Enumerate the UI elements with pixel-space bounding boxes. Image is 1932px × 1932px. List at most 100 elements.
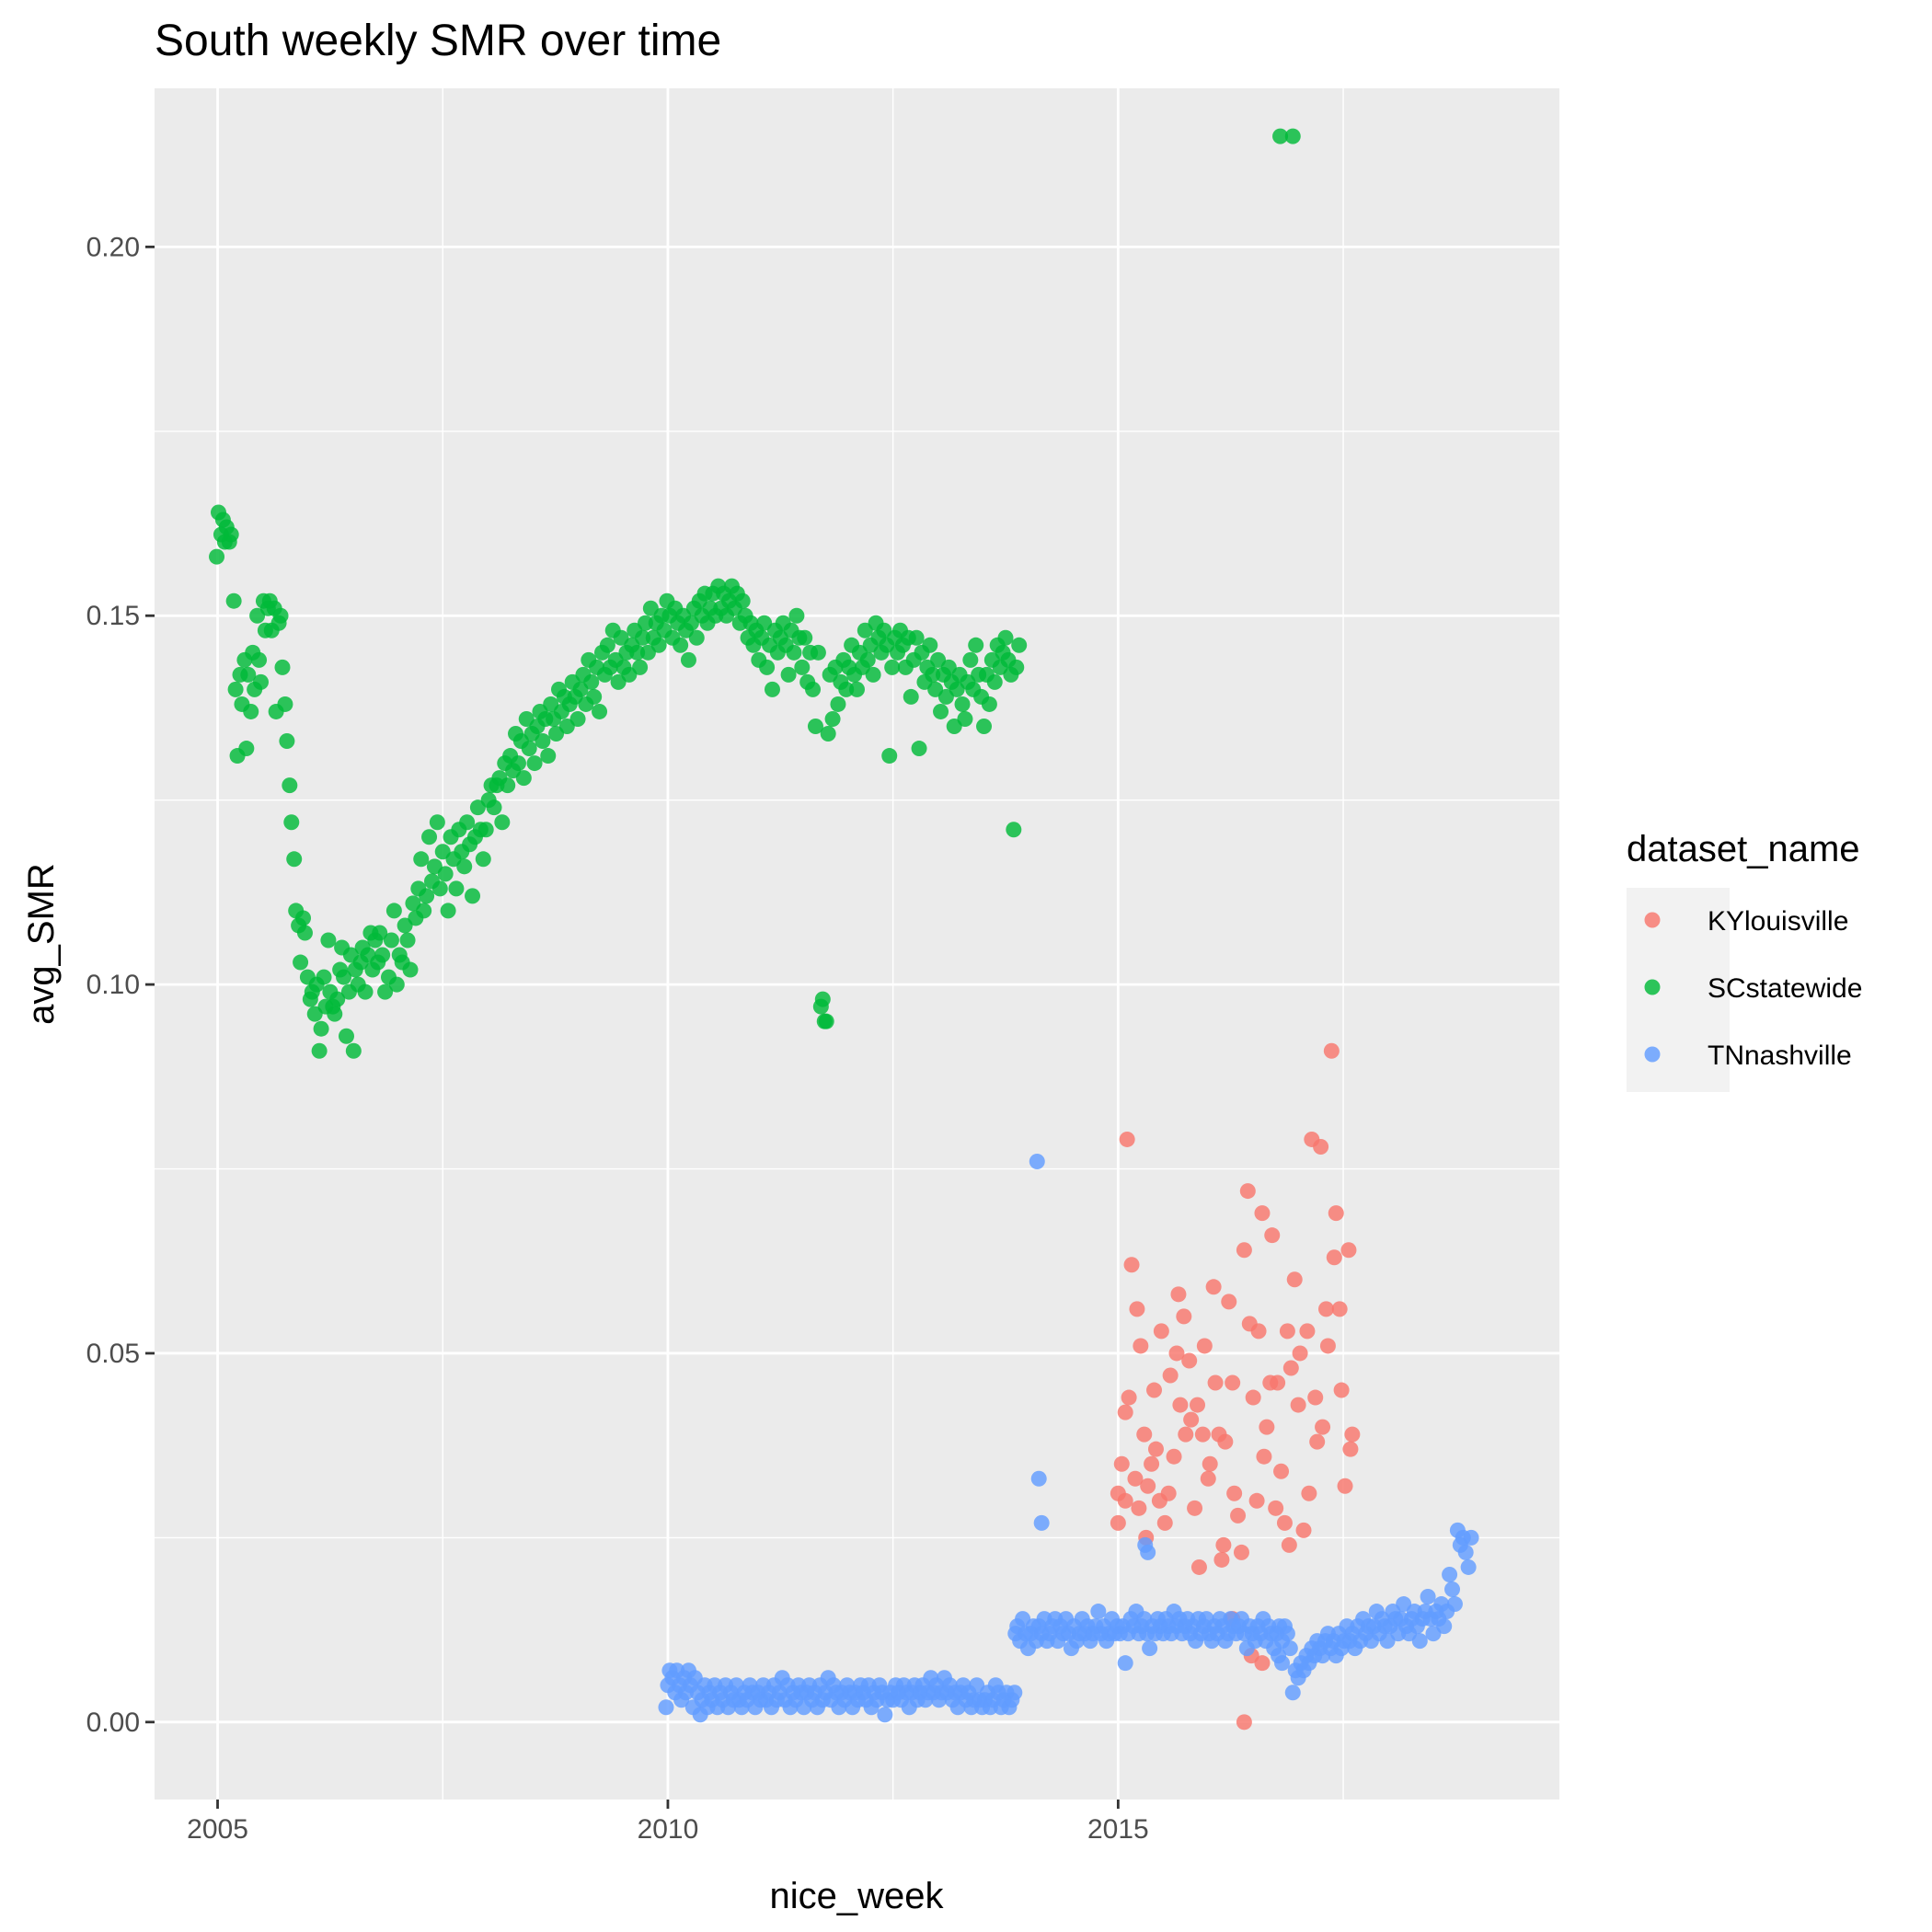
point-SCstatewide-291 [957,710,973,727]
point-SCstatewide-59 [338,1028,354,1044]
point-KYlouisville-35 [1196,1338,1213,1354]
point-SCstatewide-169 [632,659,649,675]
point-SCstatewide-21 [253,673,270,690]
point-SCstatewide-274 [911,741,927,757]
y-tick-label-0: 0.00 [86,1708,140,1738]
point-SCstatewide-233 [805,681,822,697]
point-SCstatewide-77 [383,932,399,949]
point-SCstatewide-51 [320,932,337,949]
point-KYlouisville-3 [1117,1492,1133,1509]
point-SCstatewide-306 [997,629,1014,646]
point-SCstatewide-133 [535,733,551,750]
data-points [209,128,1479,1731]
point-SCstatewide-95 [431,880,448,897]
point-KYlouisville-72 [1301,1485,1317,1501]
point-TNnashville-309 [1274,1655,1291,1672]
point-KYlouisville-78 [1317,1301,1334,1317]
point-KYlouisville-19 [1153,1323,1169,1340]
legend-label-TNnashville: TNnashville [1708,1041,1852,1071]
point-KYlouisville-80 [1323,1042,1340,1059]
point-KYlouisville-42 [1215,1536,1232,1553]
point-KYlouisville-20 [1156,1514,1173,1531]
y-axis-ticks: 0.00 0.05 0.10 0.15 0.20 [86,232,155,1738]
legend-key-TNnashville [1644,1046,1661,1063]
point-KYlouisville-46 [1226,1485,1243,1501]
point-SCstatewide-89 [416,903,432,919]
point-SCstatewide-47 [311,1042,328,1059]
point-KYlouisville-91 [1254,1655,1271,1672]
point-TNnashville-295 [1444,1581,1461,1598]
point-TNnashville-307 [1140,1544,1156,1560]
point-KYlouisville-0 [1110,1514,1126,1531]
y-tick-label-1: 0.05 [86,1339,140,1369]
legend-key-KYlouisville [1644,912,1661,928]
point-KYlouisville-88 [1344,1426,1361,1443]
point-TNnashville-234 [1279,1626,1295,1642]
x-tick-label-1: 2010 [638,1814,699,1845]
point-SCstatewide-7 [223,526,239,543]
point-SCstatewide-31 [274,659,291,675]
point-SCstatewide-30 [272,607,289,624]
point-SCstatewide-83 [399,932,416,949]
point-TNnashville-301 [1460,1558,1477,1575]
y-axis-title: avg_SMR [21,863,62,1025]
point-SCstatewide-263 [881,748,898,765]
point-SCstatewide-115 [486,799,502,816]
point-SCstatewide-126 [515,770,532,787]
point-KYlouisville-47 [1230,1507,1247,1524]
point-SCstatewide-176 [650,637,667,653]
point-KYlouisville-55 [1254,1205,1271,1222]
point-SCstatewide-75 [377,983,394,1000]
point-SCstatewide-226 [786,644,802,661]
point-SCstatewide-118 [494,814,511,831]
point-SCstatewide-36 [286,851,303,868]
point-KYlouisville-74 [1307,1389,1324,1406]
point-SCstatewide-310 [1008,659,1025,675]
chart-title: South weekly SMR over time [155,17,721,65]
x-axis-title: nice_week [769,1876,944,1916]
point-SCstatewide-264 [884,659,901,675]
point-SCstatewide-255 [859,651,876,668]
point-SCstatewide-157 [599,637,615,653]
point-SCstatewide-247 [838,681,855,697]
point-SCstatewide-62 [345,1042,362,1059]
point-SCstatewide-98 [440,903,456,919]
point-SCstatewide-34 [282,777,298,794]
point-SCstatewide-151 [583,673,600,690]
point-SCstatewide-227 [788,607,805,624]
point-KYlouisville-11 [1133,1338,1149,1354]
point-SCstatewide-257 [865,666,881,683]
point-KYlouisville-8 [1127,1470,1144,1487]
x-axis-ticks: 2005 2010 2015 [187,1800,1149,1845]
point-SCstatewide-55 [329,991,346,1007]
point-SCstatewide-49 [316,969,332,985]
point-SCstatewide-244 [830,696,846,712]
point-SCstatewide-146 [569,710,586,727]
point-SCstatewide-15 [240,666,257,683]
point-TNnashville-302 [1463,1529,1479,1546]
point-KYlouisville-2 [1113,1455,1130,1472]
point-TNnashville-174 [1117,1655,1133,1672]
point-SCstatewide-300 [981,696,997,712]
point-TNnashville-286 [1420,1589,1436,1605]
point-TNnashville-164 [1090,1604,1107,1620]
point-SCstatewide-224 [780,666,797,683]
point-SCstatewide-48 [313,1020,329,1037]
y-tick-label-2: 0.10 [86,970,140,1000]
point-SCstatewide-79 [388,976,405,993]
point-SCstatewide-120 [500,777,516,794]
point-SCstatewide-112 [477,822,494,838]
point-TNnashville-183 [1142,1640,1158,1657]
point-SCstatewide-78 [385,903,402,919]
point-SCstatewide-41 [296,925,313,941]
legend-label-KYlouisville: KYlouisville [1708,906,1848,937]
point-SCstatewide-184 [673,637,689,653]
point-SCstatewide-240 [820,726,836,742]
point-KYlouisville-7 [1123,1257,1140,1273]
point-KYlouisville-15 [1144,1455,1160,1472]
point-SCstatewide-154 [592,703,608,719]
point-KYlouisville-43 [1217,1433,1234,1450]
point-KYlouisville-76 [1313,1138,1329,1155]
point-SCstatewide-273 [908,629,925,646]
